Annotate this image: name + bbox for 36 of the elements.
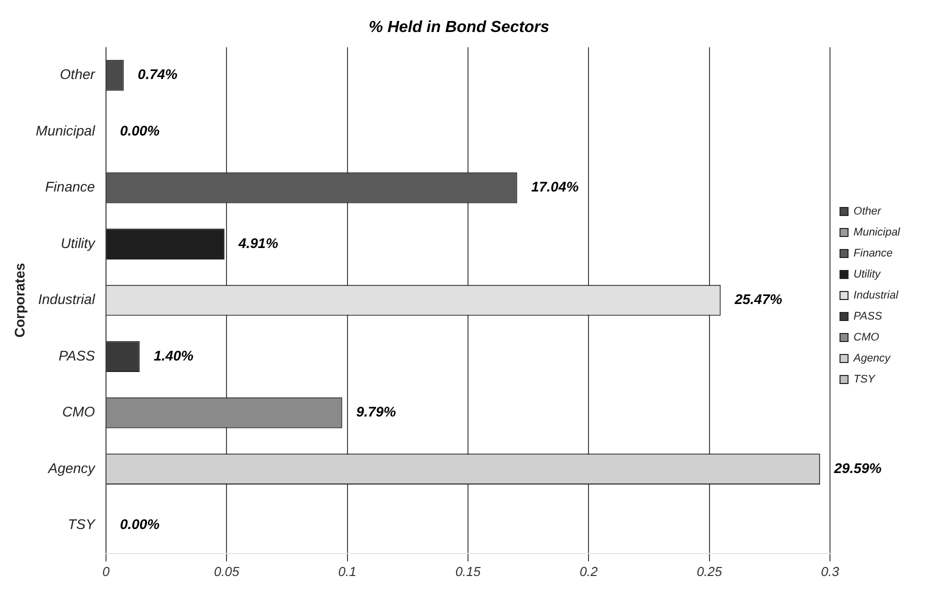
legend-label: Agency bbox=[852, 352, 892, 365]
y-tick-label: Agency bbox=[47, 460, 96, 476]
y-axis-title: Corporates bbox=[11, 262, 28, 338]
y-tick-label: Other bbox=[60, 66, 96, 82]
data-label: 0.00% bbox=[120, 122, 160, 138]
data-label: 9.79% bbox=[356, 404, 396, 420]
legend-label: Industrial bbox=[854, 290, 899, 302]
x-tick-label: 0.15 bbox=[455, 564, 482, 579]
x-tick-label: 0.05 bbox=[214, 564, 240, 579]
legend-label: TSY bbox=[854, 374, 876, 386]
legend-label: Finance bbox=[854, 248, 893, 260]
x-tick-label: 0.1 bbox=[338, 564, 356, 579]
y-tick-label: Utility bbox=[60, 234, 96, 251]
x-tick-label: 0.2 bbox=[580, 564, 598, 579]
y-tick-label: Municipal bbox=[36, 122, 96, 138]
y-tick-label: PASS bbox=[58, 347, 96, 364]
legend-label: Other bbox=[854, 206, 882, 218]
x-tick-label: 0.25 bbox=[696, 564, 723, 579]
y-tick-label: TSY bbox=[68, 516, 97, 532]
y-tick-label: Finance bbox=[45, 178, 96, 195]
data-label: 17.04% bbox=[531, 178, 580, 195]
data-label: 1.40% bbox=[154, 347, 194, 364]
chart-title: % Held in Bond Sectors bbox=[368, 19, 550, 36]
data-label: 4.91% bbox=[237, 234, 279, 251]
legend-label: Utility bbox=[854, 268, 882, 281]
legend-label: Municipal bbox=[854, 226, 901, 239]
data-label: 0.00% bbox=[120, 516, 160, 532]
y-tick-label: Industrial bbox=[38, 291, 96, 308]
x-tick-label: 0 bbox=[102, 564, 110, 579]
data-label: 25.47% bbox=[734, 291, 783, 308]
legend-label: CMO bbox=[854, 332, 880, 344]
x-tick-label: 0.3 bbox=[820, 564, 840, 579]
y-tick-label: CMO bbox=[62, 404, 96, 420]
legend-label: PASS bbox=[854, 310, 883, 323]
data-label: 0.74% bbox=[138, 66, 178, 82]
data-label: 29.59% bbox=[833, 460, 882, 476]
